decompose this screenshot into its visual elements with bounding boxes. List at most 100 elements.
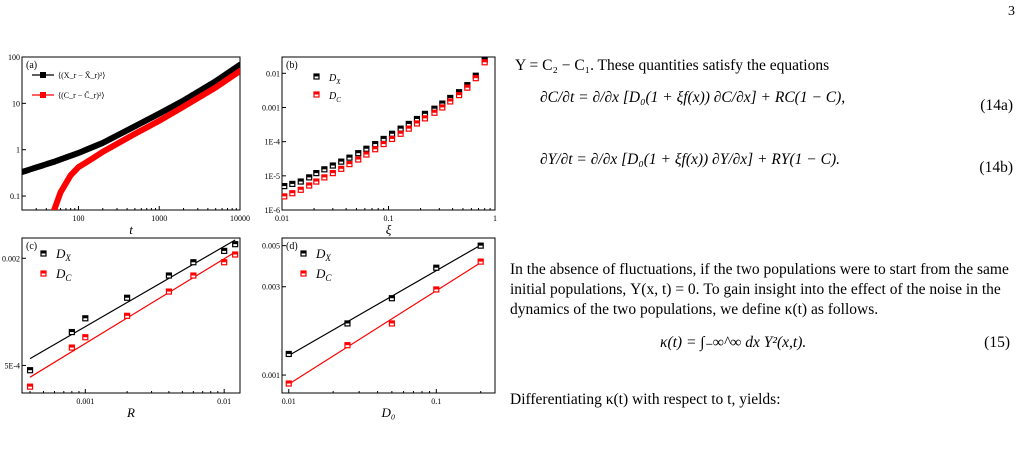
intro-paragraph: Υ = C₂ − C₁. These quantities satisfy th…: [515, 57, 830, 74]
y-tick-label: 1E-4: [264, 138, 280, 147]
data-point-fill: [124, 295, 130, 298]
data-point-fill: [344, 320, 350, 324]
data-point-fill: [447, 98, 453, 102]
data-point-fill: [306, 174, 312, 178]
data-point-fill: [389, 320, 395, 324]
data-point-fill: [363, 152, 369, 155]
data-point-fill: [286, 351, 292, 354]
data-point-fill: [381, 136, 387, 139]
data-point-fill: [346, 155, 352, 158]
legend-subscript: C: [325, 273, 332, 283]
data-point-fill: [190, 273, 196, 276]
series-line-1: [51, 67, 240, 210]
legend-subscript: X: [64, 253, 71, 263]
data-point-fill: [306, 183, 312, 186]
data-point-fill: [464, 82, 470, 86]
y-tick-label: 0.001: [262, 371, 280, 380]
paragraph-fluctuations: In the absence of fluctuations, if the t…: [510, 261, 1009, 318]
legend-marker-fill: [41, 251, 46, 254]
data-point-fill: [473, 75, 479, 79]
data-point-fill: [289, 190, 295, 194]
data-point-fill: [433, 265, 439, 268]
y-tick-label: 0.001: [262, 103, 280, 112]
legend-label: DX: [55, 246, 71, 263]
data-point-fill: [414, 116, 420, 120]
panel-label: (c): [26, 241, 37, 252]
data-point-fill: [464, 85, 470, 88]
x-tick-label: 100: [72, 214, 84, 223]
fit-line-1: [288, 262, 482, 385]
panel-frame: [21, 237, 241, 394]
data-point-fill: [69, 329, 75, 333]
data-point-fill: [406, 121, 412, 124]
data-point-fill: [232, 252, 238, 255]
data-point-fill: [372, 146, 378, 150]
data-point-fill: [355, 157, 361, 160]
legend-marker-fill: [314, 74, 319, 77]
data-point-fill: [298, 187, 304, 190]
data-point-fill: [27, 367, 33, 371]
paragraph-differentiating: Differentiating κ(t) with respect to t, …: [510, 391, 781, 408]
data-point-fill: [389, 295, 395, 299]
data-point-fill: [338, 159, 344, 162]
equation-14b: ∂Υ/∂t = ∂/∂x [D₀(1 + ξf(x)) ∂Υ/∂x] + RΥ(…: [540, 150, 1025, 182]
x-tick-label: 10000: [230, 214, 250, 223]
figure-panels: 100 1000 10000 0.1 1 10 100 (a) t ⟨(X_r − X̄_r)²⟩…: [2, 53, 497, 420]
panel-c: 0.001 0.01 5E-4 0.002 (c) R DX DC: [2, 237, 241, 420]
y-tick-label: 0.01: [266, 69, 280, 78]
data-point-fill: [422, 115, 428, 119]
data-point-fill: [330, 163, 336, 166]
x-tick-label: 0.1: [431, 397, 441, 406]
y-tick-label: 1E-5: [264, 172, 280, 181]
equation-15: κ(t) = ∫₋∞^∞ dx Υ²(x,t). (15): [510, 325, 1015, 365]
legend-subscript: C: [65, 273, 72, 283]
fit-line-1: [29, 251, 236, 378]
data-point-fill: [439, 104, 445, 108]
panel-label: (b): [286, 60, 298, 71]
equation-14a-label: (14a): [980, 97, 1013, 114]
x-axis-label: R: [126, 405, 135, 420]
x-tick-label: 0.1: [384, 214, 394, 223]
y-tick-label: 10: [12, 99, 20, 108]
data-point-fill: [381, 141, 387, 145]
x-tick-label: 0.01: [275, 214, 289, 223]
equation-14b-label: (14b): [979, 159, 1013, 176]
legend-label: ⟨(C_r − C̄_r)²⟩: [58, 91, 104, 100]
data-point-fill: [232, 241, 238, 245]
fit-line-0: [29, 239, 236, 360]
data-point-fill: [414, 120, 420, 124]
x-axis-label: D₀: [381, 405, 396, 420]
y-tick-label: 0.003: [262, 283, 280, 292]
data-point-fill: [389, 131, 395, 134]
panel-b: 0.01 0.1 1 1E-6 1E-5 1E-4 0.001 0.01 (b) ξ DX DC: [262, 56, 497, 237]
data-point-fill: [330, 170, 336, 174]
data-point-fill: [363, 146, 369, 149]
data-point-fill: [338, 166, 344, 169]
legend-marker-fill: [301, 251, 306, 254]
legend-marker-fill: [41, 271, 46, 274]
data-point-fill: [27, 384, 33, 387]
data-point-fill: [398, 126, 404, 129]
panel-label: (d): [286, 241, 298, 252]
data-point-fill: [473, 73, 479, 76]
data-point-fill: [69, 345, 75, 348]
equation-15-body: κ(t) = ∫₋∞^∞ dx Υ²(x,t).: [660, 334, 807, 351]
panel-label: (a): [26, 60, 37, 71]
equation-14b-body: ∂Υ/∂t = ∂/∂x [D₀(1 + ξf(x)) ∂Υ/∂x] + RΥ(…: [540, 151, 841, 168]
data-point-fill: [321, 174, 327, 178]
data-point-fill: [166, 273, 172, 276]
x-axis-label: ξ: [386, 222, 392, 237]
page-number: 3: [1008, 4, 1015, 19]
equation-15-label: (15): [984, 334, 1010, 351]
data-point-fill: [190, 259, 196, 263]
data-point-fill: [431, 110, 437, 113]
legend-marker: [40, 92, 46, 98]
data-point-fill: [313, 179, 319, 182]
legend-subscript: C: [336, 96, 341, 104]
data-point-fill: [286, 381, 292, 384]
panel-frame: [281, 237, 496, 394]
x-tick-label: 1000: [151, 214, 167, 223]
data-point-fill: [478, 243, 484, 246]
legend-label: DX: [328, 73, 341, 86]
data-area: [22, 61, 240, 210]
